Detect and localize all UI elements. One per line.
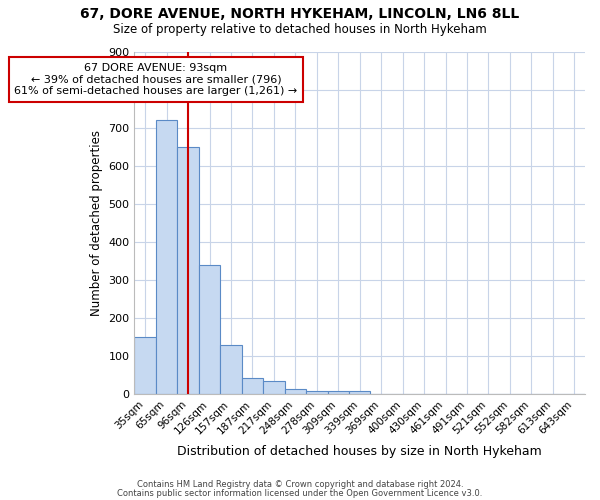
Text: Contains public sector information licensed under the Open Government Licence v3: Contains public sector information licen… — [118, 489, 482, 498]
Text: Size of property relative to detached houses in North Hykeham: Size of property relative to detached ho… — [113, 22, 487, 36]
Bar — [284, 390, 306, 394]
Bar — [220, 345, 242, 395]
Bar — [263, 381, 284, 394]
Bar — [178, 147, 199, 394]
Bar — [134, 338, 156, 394]
Text: Contains HM Land Registry data © Crown copyright and database right 2024.: Contains HM Land Registry data © Crown c… — [137, 480, 463, 489]
Bar — [156, 120, 178, 394]
Bar — [199, 265, 220, 394]
Text: 67, DORE AVENUE, NORTH HYKEHAM, LINCOLN, LN6 8LL: 67, DORE AVENUE, NORTH HYKEHAM, LINCOLN,… — [80, 8, 520, 22]
Bar — [328, 392, 349, 394]
Bar — [306, 390, 328, 394]
X-axis label: Distribution of detached houses by size in North Hykeham: Distribution of detached houses by size … — [178, 444, 542, 458]
Y-axis label: Number of detached properties: Number of detached properties — [90, 130, 103, 316]
Text: 67 DORE AVENUE: 93sqm
← 39% of detached houses are smaller (796)
61% of semi-det: 67 DORE AVENUE: 93sqm ← 39% of detached … — [14, 63, 298, 96]
Bar — [349, 392, 370, 394]
Bar — [242, 378, 263, 394]
